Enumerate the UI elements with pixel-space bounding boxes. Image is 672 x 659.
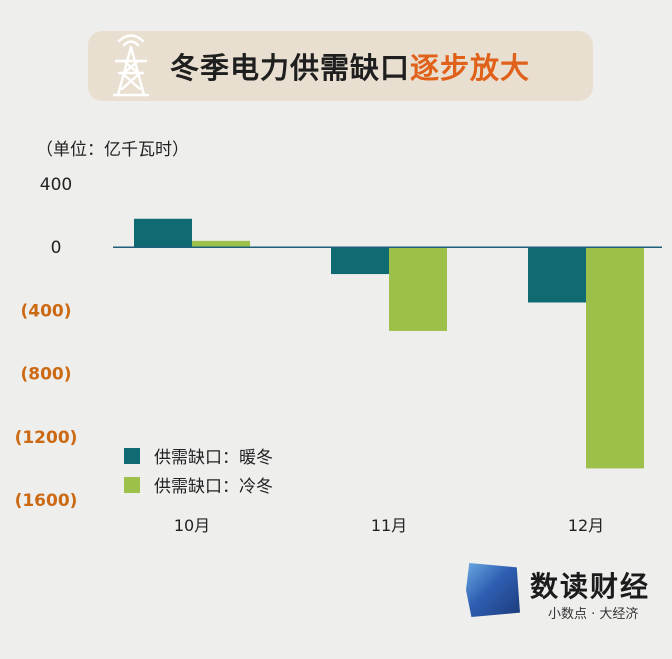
legend-swatch-warm <box>124 447 140 464</box>
bar-warm <box>331 247 389 275</box>
y-tick-label: 0 <box>51 238 62 258</box>
unit-label: （单位：亿千瓦时） <box>36 140 189 160</box>
brand-logo-icon <box>466 563 520 617</box>
y-tick-label: 400 <box>40 175 72 195</box>
bar-warm <box>528 247 586 303</box>
legend-item-cold: 供需缺口：冷冬 <box>124 470 273 499</box>
legend-item-warm: 供需缺口：暖冬 <box>124 441 273 470</box>
y-tick-label: (1200) <box>15 428 78 448</box>
brand-slogan: 小数点 · 大经济 <box>548 607 639 622</box>
legend-label-cold: 供需缺口：冷冬 <box>154 477 273 497</box>
legend-label-warm: 供需缺口：暖冬 <box>154 448 273 468</box>
title-accent: 逐步放大 <box>410 51 531 85</box>
bar-cold <box>192 240 250 248</box>
legend-swatch-cold <box>124 476 140 493</box>
x-tick-label: 10月 <box>174 516 210 535</box>
y-tick-label: (800) <box>20 365 71 385</box>
bar-cold <box>389 247 447 331</box>
chart-title: 冬季电力供需缺口逐步放大 <box>170 45 530 87</box>
x-tick-label: 12月 <box>568 516 604 535</box>
bar-warm <box>134 218 192 248</box>
title-banner <box>88 31 593 101</box>
power-tower-icon <box>112 34 150 97</box>
brand-name: 数读财经 <box>530 570 651 603</box>
brand: 数读财经 小数点 · 大经济 <box>466 563 666 623</box>
legend: 供需缺口：暖冬 供需缺口：冷冬 <box>124 441 273 499</box>
bar-cold <box>586 247 644 469</box>
y-tick-label: (1600) <box>15 491 78 511</box>
y-tick-label: (400) <box>20 301 71 321</box>
title-main: 冬季电力供需缺口 <box>170 51 411 85</box>
x-tick-label: 11月 <box>371 516 407 535</box>
